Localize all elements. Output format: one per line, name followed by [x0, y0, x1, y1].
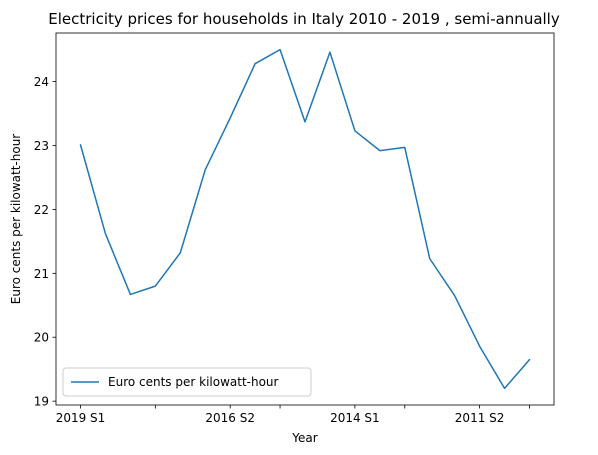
y-tick-label: 20 [34, 331, 49, 345]
plot-area [55, 32, 555, 406]
legend-box [62, 367, 312, 397]
x-axis-ticks: 2019 S1 2016 S2 2014 S1 2011 S2 [56, 405, 530, 425]
x-tick-label: 2016 S2 [205, 411, 255, 425]
series-group [79, 48, 531, 390]
y-tick-label: 24 [34, 75, 49, 89]
y-tick-label: 19 [34, 395, 49, 409]
y-tick-label: 22 [34, 203, 49, 217]
x-axis-label: Year [291, 431, 317, 445]
y-tick-label: 23 [34, 139, 49, 153]
x-tick-label: 2019 S1 [56, 411, 106, 425]
y-axis-ticks: 19 20 21 22 23 24 [34, 75, 56, 409]
x-tick-label: 2011 S2 [455, 411, 505, 425]
x-tick-label: 2014 S1 [330, 411, 380, 425]
chart-title: Electricity prices for households in Ita… [48, 10, 560, 28]
legend-label: Euro cents per kilowatt-hour [108, 375, 279, 389]
series-line [79, 48, 531, 390]
y-axis-label: Euro cents per kilowatt-hour [9, 134, 23, 305]
legend: Euro cents per kilowatt-hour [62, 367, 312, 397]
y-tick-label: 21 [34, 267, 49, 281]
